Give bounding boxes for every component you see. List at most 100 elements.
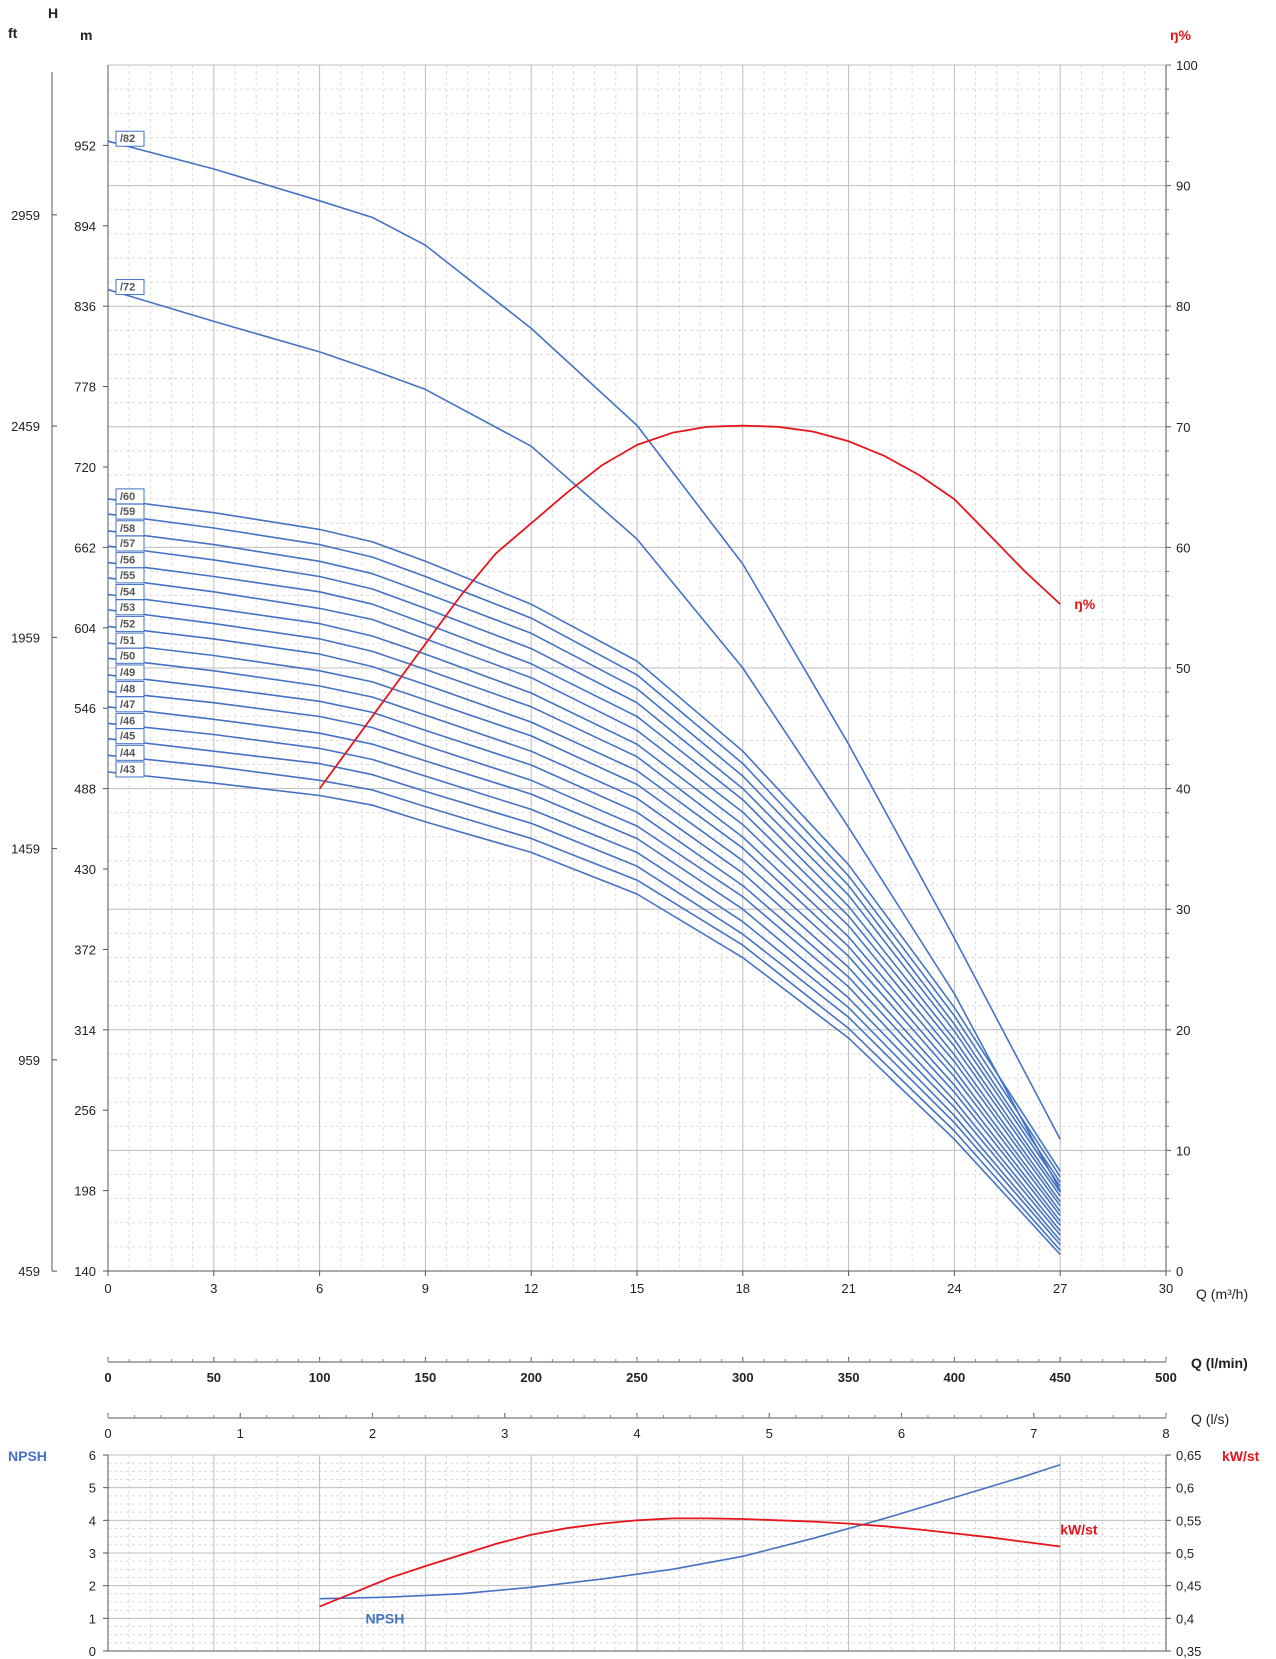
axis-header-ft: ft: [8, 25, 18, 41]
y-tick-label-m: 720: [74, 460, 96, 475]
stage-label-box: [115, 761, 145, 778]
q-lmin-tick-label: 150: [415, 1370, 437, 1385]
q-ls-tick-label: 7: [1030, 1426, 1037, 1441]
stage-label: /54: [120, 587, 136, 599]
head-curve-stage-82: [107, 140, 1061, 1140]
head-curve-stage-58: [107, 530, 1061, 1183]
stage-label: /57: [120, 538, 135, 550]
y-tick-label-m: 488: [74, 782, 96, 797]
head-curve-stage-48: [107, 690, 1061, 1232]
head-curve-stage-56: [107, 561, 1061, 1193]
head-curve-stage-57: [107, 545, 1061, 1187]
y-tick-label-ft: 1459: [11, 842, 40, 857]
stage-label: /60: [120, 491, 135, 503]
head-curve-stage-53: [107, 609, 1061, 1207]
stage-label-box: [115, 567, 145, 584]
x-tick-label: 24: [947, 1281, 961, 1296]
head-curve-stage-60: [107, 498, 1061, 1172]
stage-label: /72: [120, 282, 135, 294]
x-tick-label: 30: [1159, 1281, 1173, 1296]
head-curve-stage-50: [107, 657, 1061, 1222]
y-tick-label-m: 140: [74, 1264, 96, 1279]
efficiency-curve: [318, 424, 1061, 790]
q-ls-tick-label: 0: [104, 1426, 111, 1441]
head-curve-stage-45: [107, 737, 1061, 1246]
stage-label: /49: [120, 667, 135, 679]
stage-label: /82: [120, 133, 135, 145]
npsh-tick-label: 1: [89, 1611, 96, 1626]
stage-label-box: [115, 647, 145, 664]
npsh-tick-label: 3: [89, 1546, 96, 1561]
x-tick-label: 12: [524, 1281, 538, 1296]
npsh-curve-label: NPSH: [365, 1611, 404, 1627]
q-ls-tick-label: 8: [1162, 1426, 1169, 1441]
npsh-tick-label: 6: [89, 1448, 96, 1463]
q-lmin-label: Q (l/min): [1191, 1355, 1248, 1371]
stage-label-box: [115, 728, 145, 745]
power-curve: [319, 1517, 1061, 1608]
x-tick-label: 3: [210, 1281, 217, 1296]
y-tick-label-m: 372: [74, 942, 96, 957]
y-tick-label-pct: 60: [1176, 540, 1190, 555]
q-lmin-tick-label: 200: [520, 1370, 542, 1385]
y-tick-label-m: 314: [74, 1023, 96, 1038]
x-tick-label: 0: [104, 1281, 111, 1296]
q-lmin-tick-label: 250: [626, 1370, 648, 1385]
stage-label-box: [115, 279, 145, 296]
power-curve-label: kW/st: [1060, 1521, 1098, 1537]
y-tick-label-pct: 80: [1176, 299, 1190, 314]
power-tick-label: 0,5: [1176, 1546, 1194, 1561]
y-tick-label-m: 894: [74, 219, 96, 234]
y-tick-label-ft: 959: [18, 1053, 40, 1068]
stage-label: /56: [120, 555, 135, 567]
stage-label-box: [115, 744, 145, 761]
y-tick-label-pct: 40: [1176, 782, 1190, 797]
head-curve-stage-43: [107, 771, 1061, 1255]
y-tick-label-ft: 2959: [11, 208, 40, 223]
stage-label: /52: [120, 618, 135, 630]
y-tick-label-m: 952: [74, 138, 96, 153]
q-ls-label: Q (l/s): [1191, 1411, 1229, 1427]
axis-header-efficiency: ŋ%: [1170, 27, 1192, 43]
y-tick-label-pct: 0: [1176, 1264, 1183, 1279]
secondary-flow-scales: 0 50 100 150 200 250 300 350 400 450 500 Q (l/min) 0…: [104, 1355, 1247, 1441]
q-ls-tick-label: 1: [237, 1426, 244, 1441]
npsh-curve: [319, 1464, 1061, 1600]
axis-header-m: m: [80, 27, 92, 43]
npsh-tick-label: 0: [89, 1644, 96, 1659]
stage-label: /45: [120, 731, 135, 743]
q-lmin-tick-label: 500: [1155, 1370, 1177, 1385]
x-tick-label: 6: [316, 1281, 323, 1296]
stage-label: /48: [120, 684, 135, 696]
axis-header-h: H: [48, 5, 58, 21]
y-tick-label-pct: 30: [1176, 902, 1190, 917]
y-tick-label-pct: 70: [1176, 420, 1190, 435]
q-ls-tick-label: 4: [633, 1426, 640, 1441]
head-curve-stage-46: [107, 722, 1061, 1242]
y-tick-label-m: 778: [74, 380, 96, 395]
x-tick-label: 9: [422, 1281, 429, 1296]
y-tick-label-m: 604: [74, 621, 96, 636]
npsh-power-chart: 0 1 2 3 4 5 6 0,35 0,4 0,45 0,5 0,55 0,6 0,65 NPSH kW/s…: [8, 1448, 1260, 1659]
stage-label-box: [115, 130, 145, 147]
power-tick-label: 0,35: [1176, 1644, 1201, 1659]
stage-label-box: [115, 599, 145, 616]
q-ls-tick-label: 5: [766, 1426, 773, 1441]
head-curve-stage-54: [107, 593, 1061, 1203]
q-ls-tick-label: 3: [501, 1426, 508, 1441]
x-tick-label: 15: [630, 1281, 644, 1296]
y-tick-label-pct: 50: [1176, 661, 1190, 676]
stage-label: /46: [120, 715, 135, 727]
stage-label-box: [115, 664, 145, 681]
stage-label: /44: [120, 747, 136, 759]
q-lmin-tick-label: 50: [207, 1370, 221, 1385]
main-chart-axes: 140 198 256 314 372 430 488 546 604 662 720 778 836 8…: [8, 5, 1248, 1302]
head-curve-stage-47: [107, 706, 1061, 1236]
y-tick-label-ft: 459: [18, 1264, 40, 1279]
stage-label: /55: [120, 570, 135, 582]
power-tick-label: 0,4: [1176, 1611, 1194, 1626]
power-tick-label: 0,65: [1176, 1448, 1201, 1463]
power-tick-label: 0,55: [1176, 1513, 1201, 1528]
q-lmin-tick-label: 300: [732, 1370, 754, 1385]
